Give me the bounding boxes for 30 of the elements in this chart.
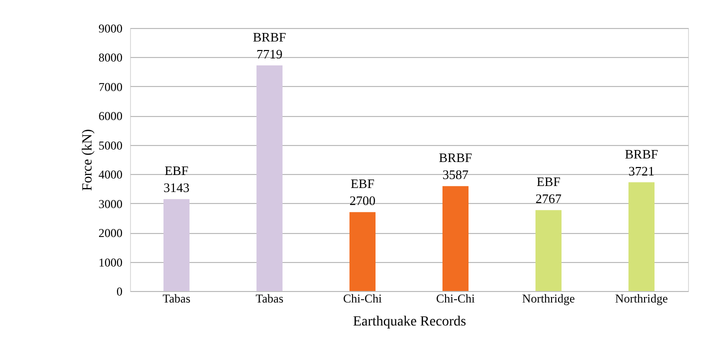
y-tick-label: 5000 (98, 138, 122, 152)
y-tick-label: 4000 (98, 168, 122, 182)
x-tick-label: Tabas (256, 292, 284, 306)
x-tick-label: Northridge (615, 292, 668, 306)
y-tick-label: 7000 (98, 80, 122, 94)
x-tick-label: Chi-Chi (343, 292, 382, 306)
bar (442, 186, 469, 291)
y-tick-label: 0 (116, 284, 122, 298)
x-tick-label: Chi-Chi (436, 292, 476, 306)
x-tick-label: Northridge (522, 292, 575, 306)
bar (628, 182, 655, 291)
data-label: EBF 3143 (164, 163, 190, 196)
data-label: BRBF 3587 (438, 150, 472, 182)
data-label: BRBF 7719 (252, 29, 286, 62)
y-tick-label: 9000 (98, 22, 122, 36)
data-label: EBF 2700 (350, 176, 376, 208)
y-tick-label: 1000 (98, 255, 122, 270)
bar (256, 65, 283, 291)
y-axis-title: Force (kN) (80, 128, 96, 191)
y-tick-label: 2000 (98, 226, 122, 240)
bar (163, 199, 190, 291)
y-tick-label: 6000 (98, 109, 122, 124)
data-label: BRBF 3721 (624, 146, 658, 178)
y-tick-label: 3000 (98, 196, 122, 211)
data-label: EBF 2767 (536, 174, 562, 206)
bar (535, 210, 562, 291)
x-tick-label: Tabas (162, 292, 191, 306)
y-tick-label: 8000 (98, 50, 122, 65)
bar (349, 212, 376, 291)
x-axis-title: Earthquake Records (352, 314, 466, 330)
